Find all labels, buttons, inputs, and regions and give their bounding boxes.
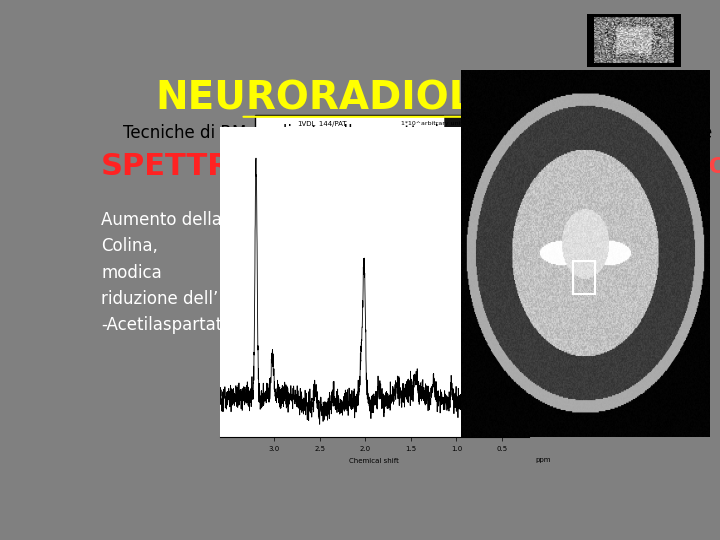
Text: SPETTROSCOPIA: SPETTROSCOPIA xyxy=(101,152,385,181)
Text: ASTROCITOMA   II GRADO: ASTROCITOMA II GRADO xyxy=(408,157,720,177)
Bar xyxy=(255,114,505,406)
Bar xyxy=(444,114,642,406)
Text: 1*10^arbitrary units: 1*10^arbitrary units xyxy=(400,121,466,126)
X-axis label: Chemical shift: Chemical shift xyxy=(349,458,400,464)
Text: Aumento della
Colina,
modica
riduzione dell’ N
-Acetilaspartato: Aumento della Colina, modica riduzione d… xyxy=(101,211,236,334)
Bar xyxy=(572,261,595,294)
Text: Tecniche di RM applicate alla caratterizzazione  e stadiazione tumorale: Tecniche di RM applicate alla caratteriz… xyxy=(124,124,713,143)
Text: NEURORADIOLOGIA: NEURORADIOLOGIA xyxy=(156,79,582,117)
Text: 1VDL_144/PAT: 1VDL_144/PAT xyxy=(297,120,346,127)
Text: ppm: ppm xyxy=(536,457,551,463)
